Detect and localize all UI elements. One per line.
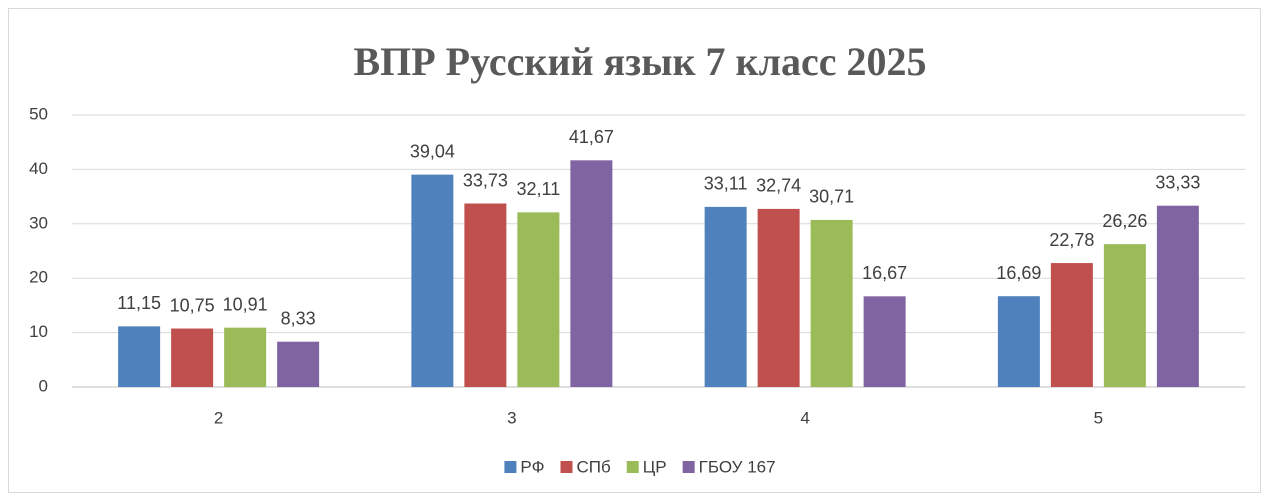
data-label: 10,75 (170, 295, 215, 315)
data-label: 16,67 (862, 263, 907, 283)
data-label: 33,33 (1155, 172, 1200, 192)
data-label: 22,78 (1049, 230, 1094, 250)
x-tick-label: 2 (214, 408, 223, 427)
bar (1156, 205, 1199, 387)
legend-label: СПб (577, 457, 611, 476)
data-label: 33,73 (463, 170, 508, 190)
bar (517, 212, 560, 387)
y-tick-label: 20 (29, 268, 48, 287)
bar (810, 219, 853, 387)
bar (1103, 244, 1146, 387)
data-label: 32,11 (517, 179, 561, 199)
x-tick-label: 5 (1094, 408, 1103, 427)
legend-swatch (682, 461, 695, 473)
bar (757, 208, 800, 387)
chart-border (8, 8, 1261, 493)
legend-swatch (504, 461, 517, 473)
data-label: 11,15 (117, 293, 161, 313)
legend-label: РФ (520, 457, 544, 476)
bar (570, 160, 613, 387)
data-label: 30,71 (809, 187, 854, 207)
data-label: 10,91 (223, 294, 268, 314)
data-label: 16,69 (996, 263, 1041, 283)
y-tick-label: 10 (29, 322, 48, 341)
x-tick-label: 3 (507, 408, 516, 427)
y-tick-label: 0 (39, 376, 48, 395)
bar (1050, 263, 1093, 387)
y-tick-label: 40 (29, 159, 48, 178)
data-label: 32,74 (756, 176, 801, 196)
bar (464, 203, 507, 387)
bar (997, 296, 1040, 387)
legend-swatch (560, 461, 573, 473)
y-tick-label: 50 (29, 104, 48, 123)
legend-swatch (626, 461, 639, 473)
bar (704, 206, 747, 387)
legend-label: ГБОУ 167 (699, 457, 776, 476)
bar (411, 174, 454, 387)
y-tick-label: 30 (29, 213, 48, 232)
x-tick-label: 4 (800, 408, 809, 427)
data-label: 41,67 (569, 127, 614, 147)
data-label: 26,26 (1102, 211, 1147, 231)
bar (171, 328, 214, 387)
legend-label: ЦР (643, 457, 667, 476)
data-label: 33,11 (704, 174, 748, 194)
data-label: 39,04 (410, 141, 455, 161)
bar (224, 327, 267, 387)
data-label: 8,33 (281, 308, 316, 328)
bar (277, 341, 320, 387)
chart-title: ВПР Русский язык 7 класс 2025 (353, 39, 926, 84)
bar (863, 296, 906, 387)
bar (118, 326, 161, 387)
